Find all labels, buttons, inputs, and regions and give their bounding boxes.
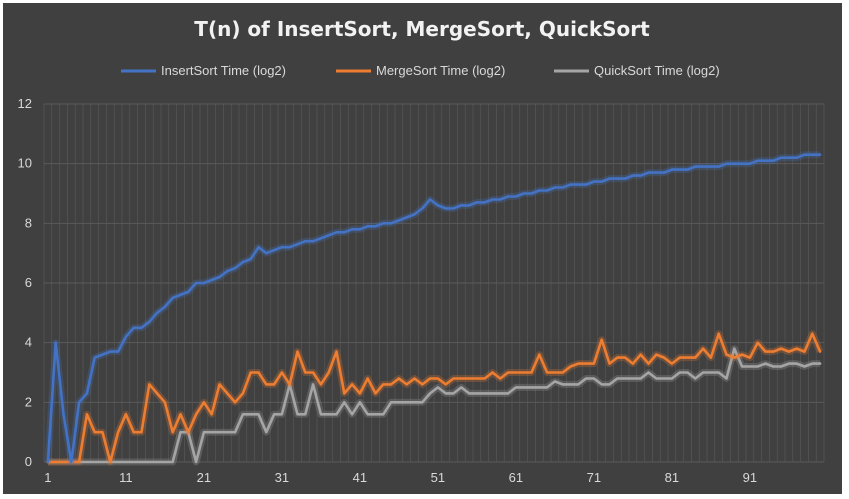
- x-tick-label: 51: [431, 470, 445, 485]
- line-chart: T(n) of InsertSort, MergeSort, QuickSort…: [18, 17, 825, 485]
- legend-label-quicksort: QuickSort Time (log2): [594, 63, 720, 78]
- y-tick-label: 6: [25, 275, 32, 290]
- y-tick-label: 8: [25, 215, 32, 230]
- x-tick-label: 21: [197, 470, 211, 485]
- gridlines: [43, 103, 825, 463]
- series-line: [46, 332, 822, 464]
- x-tick-label: 1: [44, 470, 51, 485]
- x-tick-label: 71: [587, 470, 601, 485]
- x-tick-label: 11: [119, 470, 133, 485]
- x-tick-label: 81: [665, 470, 679, 485]
- series-line: [46, 153, 822, 464]
- y-axis: 0 2 4 6 8 10 12: [18, 96, 32, 469]
- y-tick-label: 12: [18, 96, 32, 111]
- x-axis: 1 11 21 31 41 51 61 71 81 91: [44, 470, 757, 485]
- series-line: [46, 347, 822, 464]
- series-lines: [44, 151, 824, 466]
- legend-label-insertsort: InsertSort Time (log2): [161, 63, 286, 78]
- x-tick-label: 31: [275, 470, 289, 485]
- legend-label-mergesort: MergeSort Time (log2): [376, 63, 505, 78]
- chart-title: T(n) of InsertSort, MergeSort, QuickSort: [194, 17, 650, 41]
- x-tick-label: 61: [509, 470, 523, 485]
- legend: InsertSort Time (log2) MergeSort Time (l…: [121, 63, 720, 78]
- x-tick-label: 41: [353, 470, 367, 485]
- y-tick-label: 10: [18, 156, 32, 171]
- y-tick-label: 2: [25, 394, 32, 409]
- chart-area: T(n) of InsertSort, MergeSort, QuickSort…: [3, 3, 842, 494]
- x-tick-label: 91: [743, 470, 757, 485]
- y-tick-label: 0: [25, 454, 32, 469]
- y-tick-label: 4: [25, 335, 32, 350]
